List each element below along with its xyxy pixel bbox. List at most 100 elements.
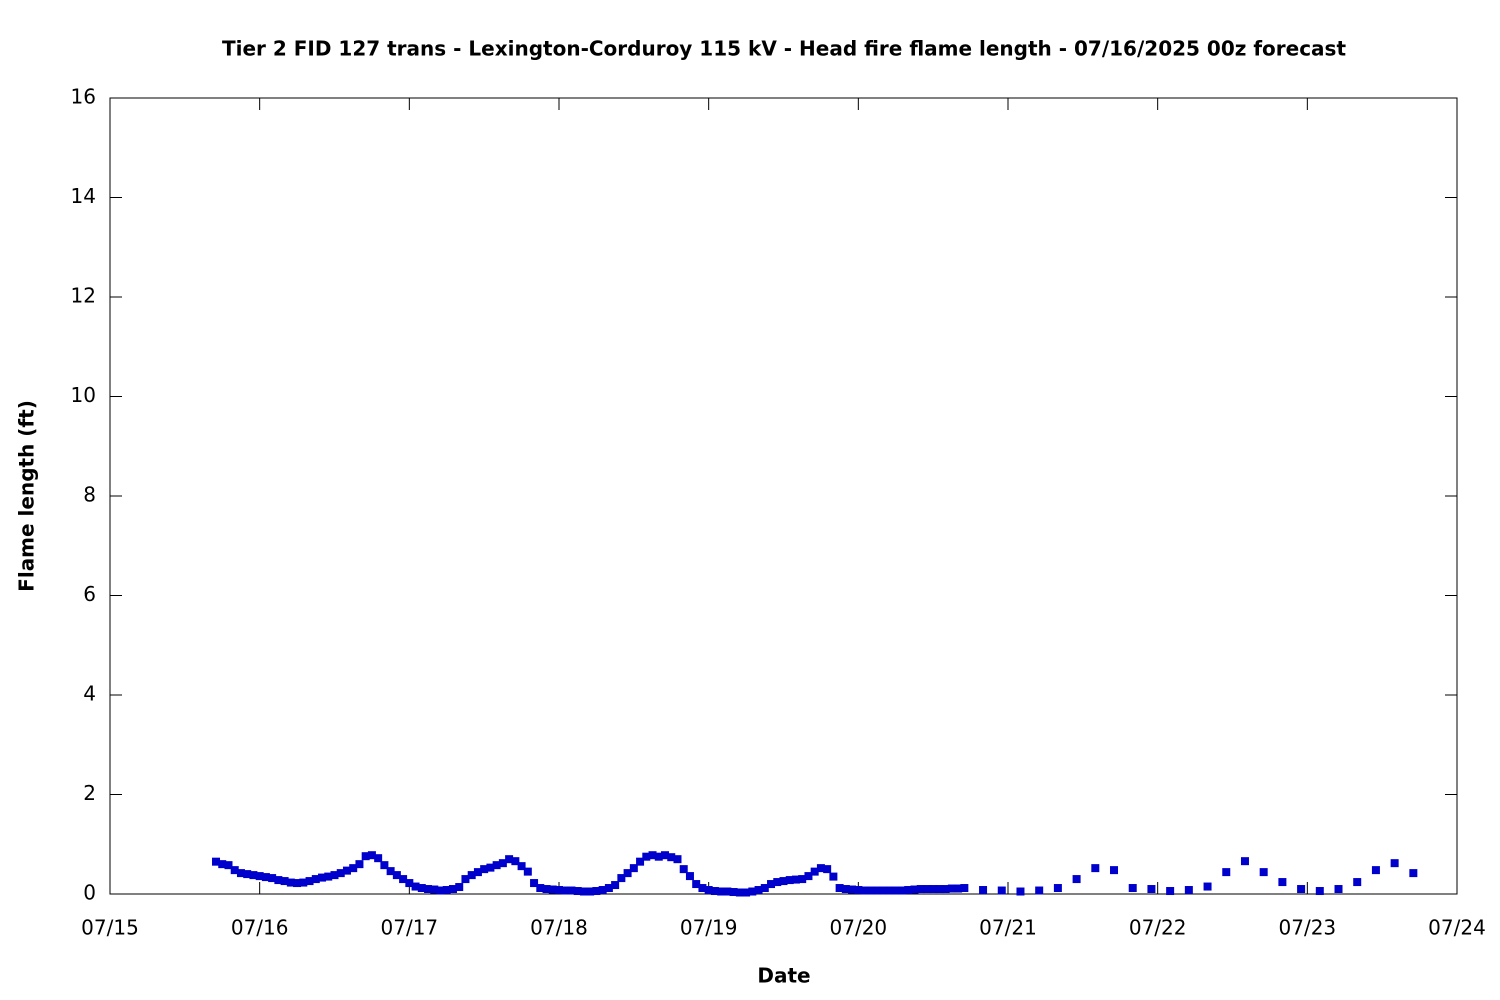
point xyxy=(891,886,900,895)
point xyxy=(486,863,495,872)
x-tick-label: 07/22 xyxy=(1129,916,1187,940)
point xyxy=(530,879,539,888)
point xyxy=(1184,886,1193,895)
point xyxy=(929,885,938,894)
point xyxy=(1035,886,1044,895)
point xyxy=(1315,887,1324,896)
point xyxy=(261,873,270,882)
point xyxy=(1240,857,1249,866)
point xyxy=(236,869,245,878)
point xyxy=(667,853,676,862)
point xyxy=(692,880,701,889)
point xyxy=(922,885,931,894)
point xyxy=(979,886,988,895)
y-tick-label: 10 xyxy=(71,383,96,407)
point xyxy=(498,859,507,868)
point xyxy=(218,860,227,869)
point xyxy=(604,884,613,893)
point xyxy=(561,886,570,895)
point xyxy=(386,867,395,876)
point xyxy=(848,885,857,894)
point xyxy=(461,875,470,884)
point xyxy=(380,861,389,870)
point xyxy=(954,884,963,893)
point xyxy=(947,884,956,893)
point xyxy=(330,871,339,880)
point xyxy=(673,855,682,864)
point xyxy=(243,870,252,879)
point xyxy=(511,857,520,866)
point xyxy=(816,864,825,873)
point xyxy=(617,874,626,883)
x-tick-label: 07/18 xyxy=(530,916,588,940)
point xyxy=(1128,884,1137,893)
point xyxy=(542,885,551,894)
point xyxy=(785,876,794,885)
point xyxy=(791,875,800,884)
x-tick-label: 07/21 xyxy=(979,916,1037,940)
point xyxy=(598,886,607,895)
point xyxy=(1222,868,1231,877)
point xyxy=(704,886,713,895)
point xyxy=(399,875,408,884)
point xyxy=(505,855,514,864)
point xyxy=(866,886,875,895)
chart-title: Tier 2 FID 127 trans - Lexington-Corduro… xyxy=(222,37,1346,61)
point xyxy=(798,875,807,884)
point xyxy=(760,884,769,893)
point xyxy=(742,888,751,897)
point xyxy=(367,851,376,860)
point xyxy=(636,857,645,866)
y-tick-label: 0 xyxy=(83,881,96,905)
point xyxy=(274,876,283,885)
plot-frame xyxy=(109,97,1458,895)
point xyxy=(916,885,925,894)
point xyxy=(1409,869,1418,878)
point xyxy=(579,887,588,896)
point xyxy=(212,857,221,866)
y-tick-label: 12 xyxy=(71,284,96,308)
point xyxy=(1334,885,1343,894)
point xyxy=(361,852,370,861)
x-axis-label: Date xyxy=(757,964,810,988)
point xyxy=(249,871,258,880)
point xyxy=(735,888,744,897)
x-tick-label: 07/17 xyxy=(381,916,439,940)
point xyxy=(318,873,327,882)
point xyxy=(523,867,532,876)
point xyxy=(835,884,844,893)
point xyxy=(455,883,464,892)
point xyxy=(1053,884,1062,893)
point xyxy=(567,886,576,895)
x-tick-label: 07/19 xyxy=(680,916,738,940)
y-tick-label: 16 xyxy=(71,85,96,109)
point xyxy=(448,885,457,894)
point xyxy=(411,882,420,891)
point xyxy=(748,887,757,896)
point xyxy=(230,866,239,875)
point xyxy=(299,878,308,887)
point xyxy=(424,885,433,894)
point xyxy=(430,885,439,894)
point xyxy=(804,872,813,881)
point xyxy=(698,884,707,893)
point xyxy=(442,886,451,895)
x-tick-label: 07/23 xyxy=(1279,916,1337,940)
point xyxy=(1203,882,1212,891)
point xyxy=(767,880,776,889)
point xyxy=(648,851,657,860)
point xyxy=(349,864,358,873)
point xyxy=(960,884,969,893)
point xyxy=(854,886,863,895)
y-axis-label: Flame length (ft) xyxy=(15,400,39,592)
point xyxy=(1147,885,1156,894)
point xyxy=(661,851,670,860)
point xyxy=(1259,868,1268,877)
point xyxy=(1110,866,1119,875)
point xyxy=(897,886,906,895)
point xyxy=(586,887,595,896)
x-tick-label: 07/24 xyxy=(1428,916,1486,940)
point xyxy=(1072,875,1081,884)
